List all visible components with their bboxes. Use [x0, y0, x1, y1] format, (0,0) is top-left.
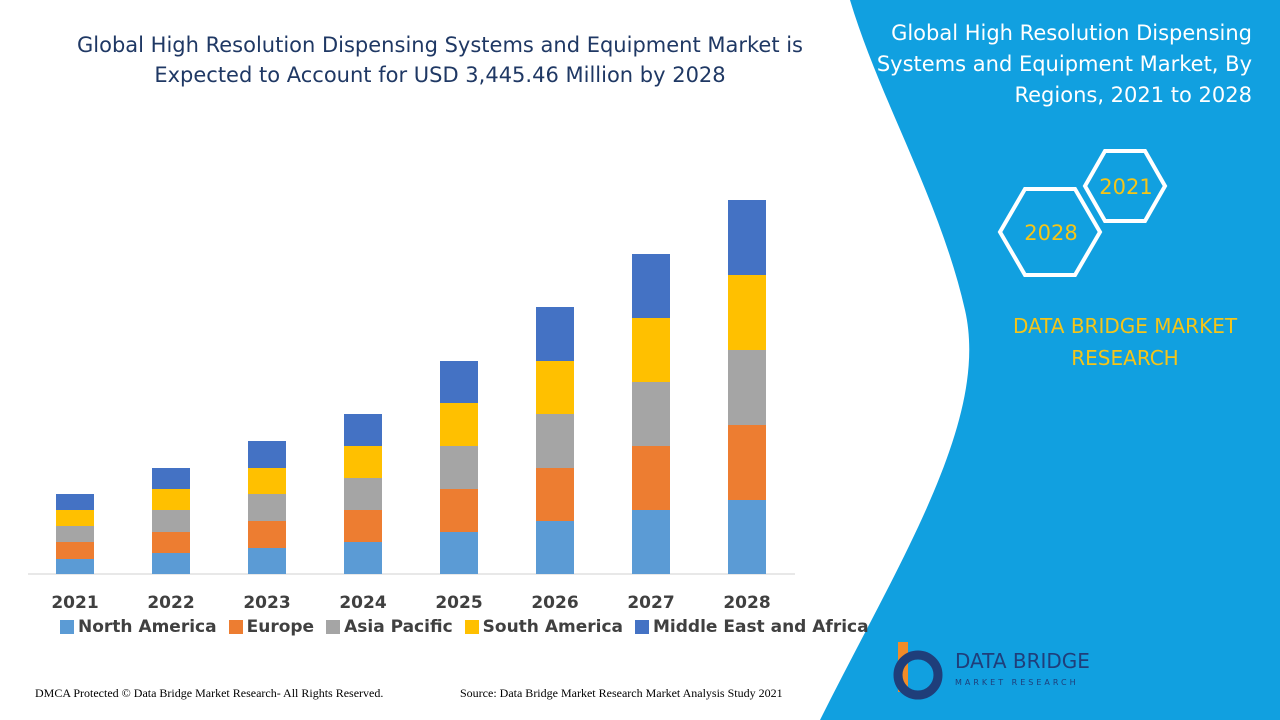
bar-segment — [440, 532, 478, 574]
bar-segment — [632, 254, 670, 318]
legend-label: Asia Pacific — [344, 617, 453, 637]
bar-segment — [536, 468, 574, 521]
logo: DATA BRIDGE MARKET RESEARCH — [893, 642, 1090, 700]
bar-segment — [152, 553, 190, 574]
legend: North America Europe Asia Pacific South Ame… — [60, 617, 869, 637]
logo-name: DATA BRIDGE — [955, 649, 1090, 673]
bar-segment — [344, 510, 382, 542]
bar-segment — [536, 307, 574, 361]
legend-label: Europe — [246, 617, 315, 637]
x-tick-label: 2023 — [243, 593, 290, 613]
brand: DATA BRIDGE MARKET RESEARCH — [1012, 314, 1238, 370]
bar-segment — [152, 468, 190, 489]
panel-title: Global High Resolution Dispensing System… — [876, 21, 1252, 107]
bar-segment — [632, 382, 670, 446]
bar-segment — [728, 275, 766, 350]
bar-segment — [344, 446, 382, 478]
legend-swatch — [464, 620, 479, 634]
bar-segment — [440, 446, 478, 489]
bar-segment — [248, 521, 286, 548]
legend-swatch — [228, 620, 243, 634]
x-tick-label: 2021 — [51, 593, 98, 613]
bar-segment — [440, 489, 478, 532]
x-tick-label: 2024 — [339, 593, 386, 613]
logo-mark — [893, 650, 943, 700]
legend-item: Middle East and Africa — [635, 617, 869, 637]
bar-segment — [728, 425, 766, 500]
bar-segment — [248, 548, 286, 574]
bar-segment — [248, 468, 286, 494]
bar-segment — [56, 542, 94, 559]
bar-segment — [248, 441, 286, 468]
x-tick-label: 2028 — [723, 593, 770, 613]
bar-segment — [248, 494, 286, 521]
bar-segment — [56, 559, 94, 574]
x-tick-label: 2025 — [435, 593, 482, 613]
legend-label: Middle East and Africa — [653, 617, 869, 637]
footer-right: Source: Data Bridge Market Research Mark… — [460, 686, 783, 700]
x-tick-label: 2026 — [531, 593, 578, 613]
bar-segment — [152, 532, 190, 553]
x-tick-label: 2022 — [147, 593, 194, 613]
bar-segment — [344, 478, 382, 510]
legend-item: Europe — [228, 617, 315, 637]
bar-segment — [56, 494, 94, 510]
hexagon-label: 2028 — [1024, 221, 1077, 245]
bar-segment — [728, 200, 766, 275]
x-tick-label: 2027 — [627, 593, 674, 613]
bar-segment — [152, 489, 190, 510]
bar-segment — [632, 318, 670, 382]
bar-segment — [728, 350, 766, 425]
legend-label: South America — [482, 617, 623, 637]
legend-item: South America — [464, 617, 623, 637]
bar-segment — [440, 403, 478, 446]
hexagon — [997, 187, 1103, 277]
bar-segment — [344, 414, 382, 446]
bar-segment — [536, 521, 574, 574]
bar-segment — [632, 510, 670, 574]
bar-segment — [440, 361, 478, 403]
legend-swatch — [326, 620, 341, 634]
bar-segment — [56, 510, 94, 526]
footer-left: DMCA Protected © Data Bridge Market Rese… — [35, 686, 384, 700]
chart-title: Global High Resolution Dispensing System… — [76, 33, 804, 87]
legend-label: North America — [78, 617, 217, 637]
bar-segment — [56, 526, 94, 542]
legend-item: North America — [60, 617, 217, 637]
bar-segment — [632, 446, 670, 510]
bar-segment — [536, 361, 574, 414]
legend-swatch — [635, 620, 649, 634]
bar-segment — [536, 414, 574, 468]
legend-item: Asia Pacific — [326, 617, 453, 637]
bar-segment — [152, 510, 190, 532]
hexagon — [1082, 149, 1168, 223]
logo-tagline: MARKET RESEARCH — [955, 678, 1079, 687]
legend-swatch — [60, 620, 74, 634]
bar-segment — [344, 542, 382, 574]
side-panel — [820, 0, 1280, 720]
bar-segment — [728, 500, 766, 574]
hexagon-label: 2021 — [1099, 175, 1152, 199]
